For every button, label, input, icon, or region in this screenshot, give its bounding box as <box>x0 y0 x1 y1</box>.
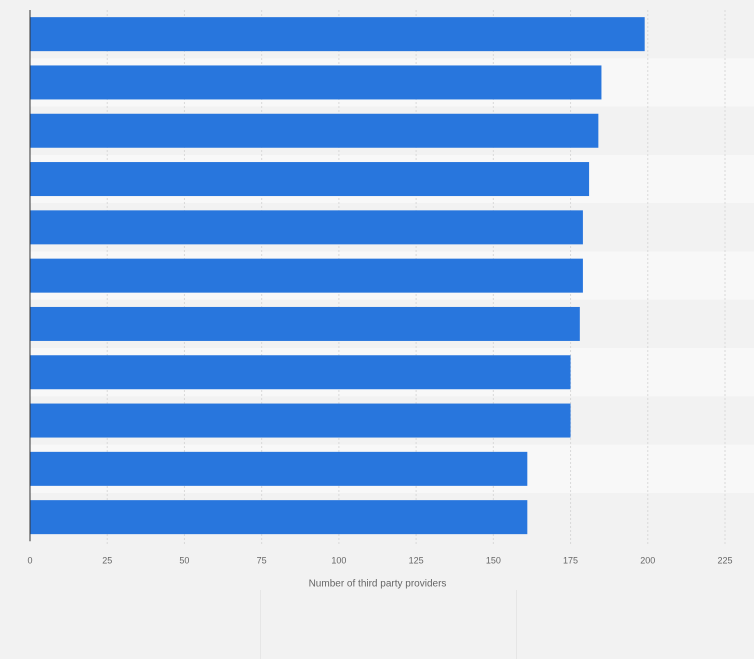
bar <box>30 113 599 148</box>
bar <box>30 65 602 100</box>
bar <box>30 306 580 341</box>
bar <box>30 500 528 535</box>
x-tick-label: 100 <box>331 555 346 565</box>
footer-area <box>0 590 754 659</box>
x-tick-label: 200 <box>640 555 655 565</box>
x-tick-label: 125 <box>409 555 424 565</box>
x-axis-title: Number of third party providers <box>309 578 447 589</box>
footer-divider <box>516 590 517 659</box>
x-tick-label: 0 <box>27 555 32 565</box>
bar <box>30 451 528 486</box>
bar <box>30 210 583 245</box>
x-tick-label: 175 <box>563 555 578 565</box>
x-tick-labels: 0 25 50 75 100 125 150 175 200 225 <box>27 555 732 565</box>
bar <box>30 258 583 293</box>
bar <box>30 17 645 52</box>
bars <box>30 17 645 535</box>
footer-divider <box>260 590 261 659</box>
bar-chart: 0 25 50 75 100 125 150 175 200 225 Number of thir… <box>27 10 733 590</box>
x-tick-label: 150 <box>486 555 501 565</box>
bar <box>30 403 571 438</box>
bar <box>30 355 571 390</box>
bar <box>30 162 590 197</box>
x-tick-label: 50 <box>179 555 189 565</box>
x-tick-label: 25 <box>102 555 112 565</box>
x-tick-label: 75 <box>257 555 267 565</box>
x-tick-label: 225 <box>717 555 732 565</box>
